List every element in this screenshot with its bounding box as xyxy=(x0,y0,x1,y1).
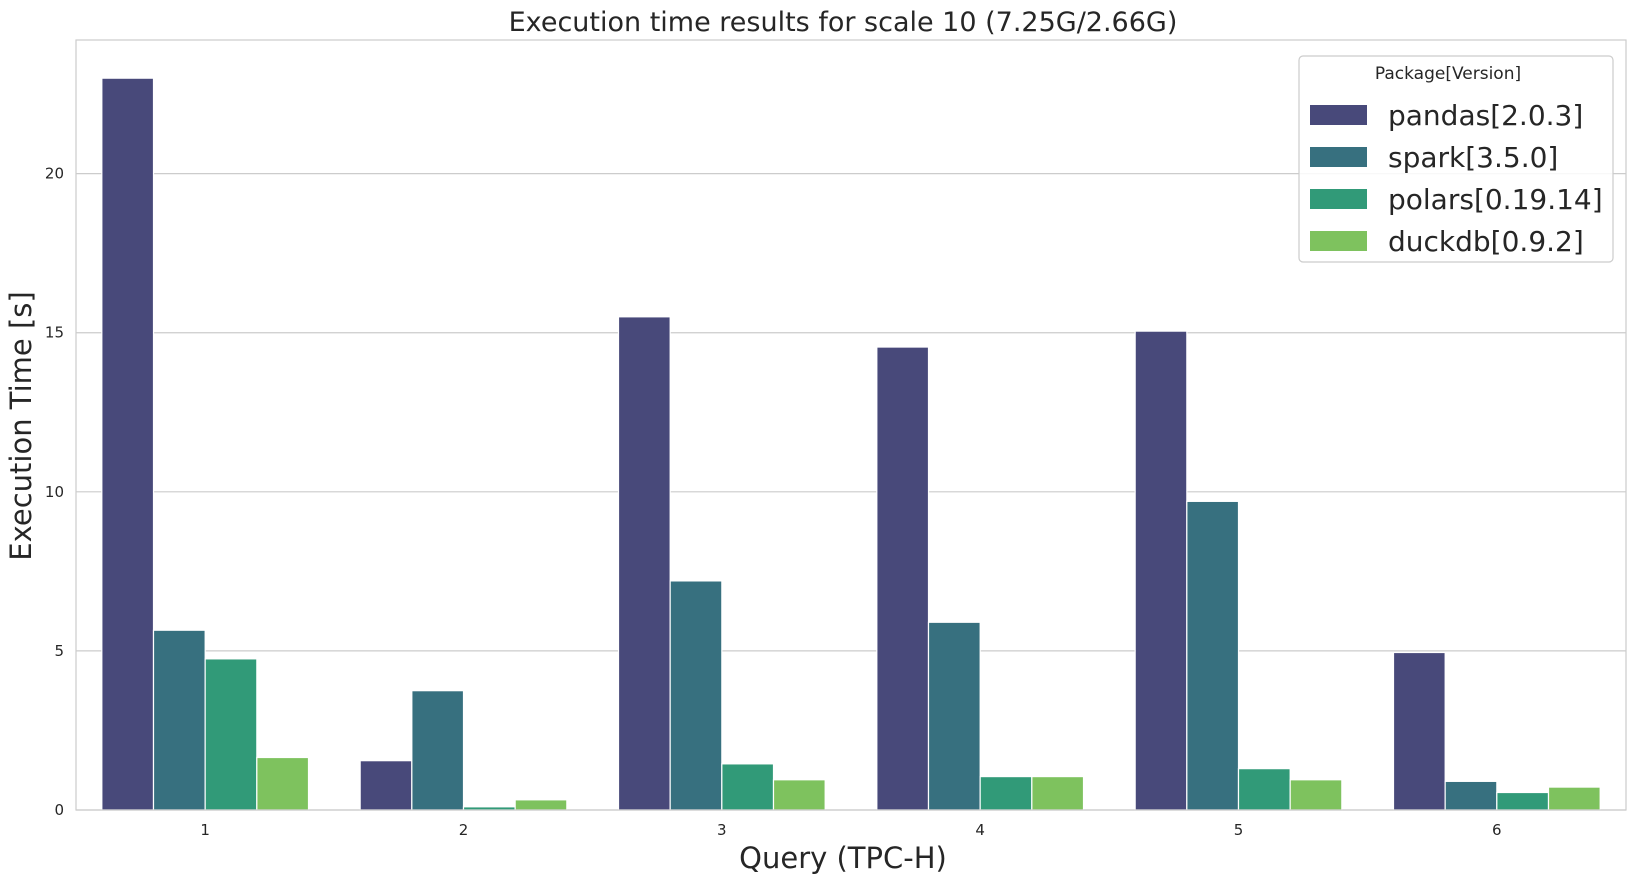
legend-swatch xyxy=(1310,147,1367,167)
legend-label: duckdb[0.9.2] xyxy=(1388,225,1584,258)
chart-title: Execution time results for scale 10 (7.2… xyxy=(509,7,1178,38)
x-axis-label: Query (TPC-H) xyxy=(739,841,947,875)
bar-pandas-q3 xyxy=(617,316,671,811)
x-tick-label: 1 xyxy=(200,821,210,839)
bar-spark-q3 xyxy=(669,580,723,811)
bars xyxy=(101,77,1601,811)
legend-swatch xyxy=(1310,231,1367,251)
bar-polars-q1 xyxy=(204,658,258,811)
x-tick-label: 6 xyxy=(1492,821,1502,839)
bar-pandas-q1 xyxy=(101,77,155,811)
y-ticks: 0 5 10 15 20 xyxy=(45,165,64,819)
bar-spark-q6 xyxy=(1444,780,1498,811)
bar-spark-q1 xyxy=(152,629,206,811)
x-tick-label: 3 xyxy=(717,821,727,839)
bar-pandas-q4 xyxy=(876,346,930,811)
bar-duckdb-q2 xyxy=(514,799,568,811)
plot-frame xyxy=(75,39,1627,811)
legend-label: polars[0.19.14] xyxy=(1388,183,1603,216)
legend-label: pandas[2.0.3] xyxy=(1388,99,1583,132)
legend-label: spark[3.5.0] xyxy=(1388,141,1558,174)
bar-polars-q3 xyxy=(721,763,775,811)
legend-swatch xyxy=(1310,189,1367,209)
x-tick-label: 2 xyxy=(459,821,469,839)
bar-pandas-q6 xyxy=(1392,651,1446,811)
legend-box xyxy=(1298,55,1614,263)
bar-spark-q2 xyxy=(411,690,465,811)
bar-pandas-q2 xyxy=(359,760,413,811)
x-tick-label: 5 xyxy=(1234,821,1244,839)
bar-spark-q4 xyxy=(927,621,981,811)
legend-title: Package[Version] xyxy=(1375,64,1521,84)
y-tick-label: 15 xyxy=(45,324,64,342)
legend: Package[Version] pandas[2.0.3] spark[3.5.0… xyxy=(1298,55,1614,263)
bar-polars-q6 xyxy=(1496,791,1550,811)
bar-duckdb-q4 xyxy=(1031,775,1085,811)
y-tick-label: 10 xyxy=(45,483,64,501)
x-ticks: 1 2 3 4 5 6 xyxy=(200,821,1501,839)
bar-polars-q5 xyxy=(1237,768,1291,811)
bar-duckdb-q6 xyxy=(1547,786,1601,811)
x-tick-label: 4 xyxy=(975,821,985,839)
bar-pandas-q5 xyxy=(1134,330,1188,811)
y-axis-label: Execution Time [s] xyxy=(4,291,38,560)
y-tick-label: 20 xyxy=(45,165,64,183)
y-tick-label: 5 xyxy=(54,642,64,660)
legend-swatch xyxy=(1310,105,1367,125)
bar-duckdb-q3 xyxy=(772,779,826,811)
y-tick-label: 0 xyxy=(54,801,64,819)
bar-polars-q4 xyxy=(979,775,1033,811)
bar-duckdb-q5 xyxy=(1289,779,1343,811)
bar-duckdb-q1 xyxy=(256,756,310,811)
bar-spark-q5 xyxy=(1186,500,1240,811)
